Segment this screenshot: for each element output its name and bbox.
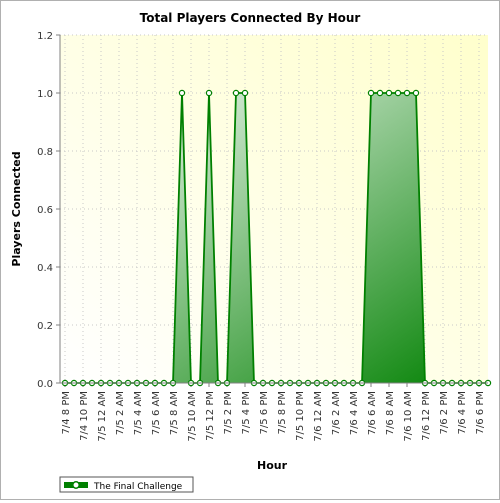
x-tick-label: 7/5 8 AM — [169, 391, 180, 435]
legend: The Final Challenge — [59, 476, 194, 493]
data-point — [403, 89, 411, 97]
data-point — [232, 89, 240, 97]
y-axis-ticks: 0.0 0.2 0.4 0.6 0.8 1.0 1.2 — [37, 31, 60, 390]
data-point — [367, 89, 375, 97]
data-point — [205, 89, 213, 97]
x-tick-label: 7/6 2 AM — [331, 391, 342, 435]
x-tick-label: 7/6 6 PM — [475, 391, 486, 434]
data-point — [178, 89, 186, 97]
x-tick-label: 7/5 4 PM — [241, 391, 252, 434]
x-tick-label: 7/6 12 PM — [421, 391, 432, 441]
x-tick-label: 7/5 6 AM — [151, 391, 162, 435]
y-tick-label: 0.6 — [37, 205, 53, 216]
x-tick-label: 7/4 8 PM — [61, 391, 72, 434]
x-tick-label: 7/6 4 PM — [457, 391, 468, 434]
data-point — [376, 89, 384, 97]
x-tick-label: 7/5 8 PM — [277, 391, 288, 434]
data-point — [412, 89, 420, 97]
x-tick-label: 7/6 10 AM — [403, 391, 414, 442]
x-tick-label: 7/5 2 PM — [223, 391, 234, 434]
data-point — [394, 89, 402, 97]
legend-label: The Final Challenge — [93, 482, 183, 492]
y-axis-label: Players Connected — [10, 151, 23, 266]
x-tick-label: 7/6 4 AM — [349, 391, 360, 435]
x-tick-label: 7/6 12 AM — [313, 391, 324, 442]
data-point — [241, 89, 249, 97]
x-axis-label: Hour — [257, 459, 288, 472]
x-tick-label: 7/5 12 AM — [97, 391, 108, 442]
x-tick-label: 7/4 10 PM — [79, 391, 90, 441]
x-tick-label: 7/6 2 PM — [439, 391, 450, 434]
x-tick-label: 7/5 12 PM — [205, 391, 216, 441]
x-tick-label: 7/5 10 AM — [187, 391, 198, 442]
legend-box — [59, 476, 194, 493]
chart-title: Total Players Connected By Hour — [140, 11, 361, 25]
x-tick-label: 7/5 2 AM — [115, 391, 126, 435]
series-area — [65, 93, 488, 383]
x-tick-label: 7/6 6 AM — [367, 391, 378, 435]
y-tick-label: 0.0 — [37, 379, 53, 390]
x-tick-label: 7/5 4 AM — [133, 391, 144, 435]
y-tick-label: 1.0 — [37, 89, 53, 100]
x-axis-ticks: 7/4 8 PM 7/4 10 PM 7/5 12 AM 7/5 2 AM 7/5 4 … — [61, 383, 486, 442]
x-tick-label: 7/5 10 PM — [295, 391, 306, 441]
x-tick-label: 7/6 8 AM — [385, 391, 396, 435]
y-tick-label: 1.2 — [37, 31, 53, 42]
y-tick-label: 0.4 — [37, 263, 53, 274]
data-point — [385, 89, 393, 97]
legend-marker-icon — [72, 481, 80, 489]
x-tick-label: 7/5 6 PM — [259, 391, 270, 434]
y-tick-label: 0.2 — [37, 321, 53, 332]
y-tick-label: 0.8 — [37, 147, 53, 158]
